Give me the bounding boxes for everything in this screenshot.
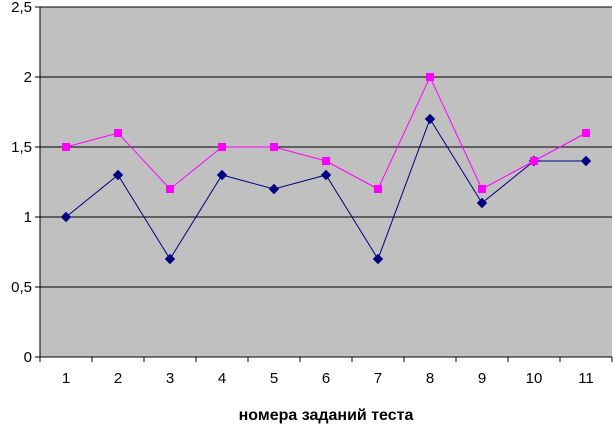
- plot-area: [40, 7, 612, 357]
- data-point-diamond: [164, 253, 176, 265]
- y-tick-label: 0,5: [11, 279, 32, 296]
- x-tick-label: 5: [270, 370, 278, 387]
- x-tick-label: 11: [578, 370, 594, 387]
- x-tick-label: 2: [114, 370, 122, 387]
- data-point-square: [530, 157, 538, 165]
- series-2: [62, 73, 590, 193]
- data-point-diamond: [216, 169, 228, 181]
- y-tick-label: 1,5: [11, 139, 32, 156]
- x-tick-label: 1: [62, 370, 70, 387]
- data-point-square: [62, 143, 70, 151]
- y-tick-labels: 0 0,5 1 1,5 2 2,5: [11, 0, 32, 366]
- data-point-square: [322, 157, 330, 165]
- x-tick-label: 6: [322, 370, 330, 387]
- x-tick-label: 8: [426, 370, 434, 387]
- data-point-square: [166, 185, 174, 193]
- data-point-diamond: [112, 169, 124, 181]
- y-tick-label: 0: [24, 349, 32, 366]
- x-tick-label: 10: [526, 370, 543, 387]
- data-point-diamond: [372, 253, 384, 265]
- y-tick-label: 1: [24, 209, 32, 226]
- y-tick-label: 2: [24, 69, 32, 86]
- axes: [35, 6, 613, 362]
- data-point-square: [270, 143, 278, 151]
- data-point-square: [478, 185, 486, 193]
- data-point-square: [582, 129, 590, 137]
- data-point-diamond: [476, 197, 488, 209]
- x-tick-label: 4: [218, 370, 226, 387]
- data-point-diamond: [60, 211, 72, 223]
- data-point-square: [114, 129, 122, 137]
- data-point-diamond: [320, 169, 332, 181]
- data-point-square: [218, 143, 226, 151]
- x-tick-label: 3: [166, 370, 174, 387]
- x-tick-label: 7: [374, 370, 382, 387]
- gridlines: [40, 6, 612, 288]
- data-point-square: [426, 73, 434, 81]
- data-point-diamond: [424, 113, 436, 125]
- y-tick-label: 2,5: [11, 0, 32, 16]
- data-point-square: [374, 185, 382, 193]
- data-point-diamond: [580, 155, 592, 167]
- data-point-diamond: [268, 183, 280, 195]
- x-axis-title: номера заданий теста: [239, 407, 414, 424]
- series-group: [60, 73, 592, 265]
- x-tick-label: 9: [478, 370, 486, 387]
- x-tick-labels: 1 2 3 4 5 6 7 8 9 10 11: [62, 370, 594, 387]
